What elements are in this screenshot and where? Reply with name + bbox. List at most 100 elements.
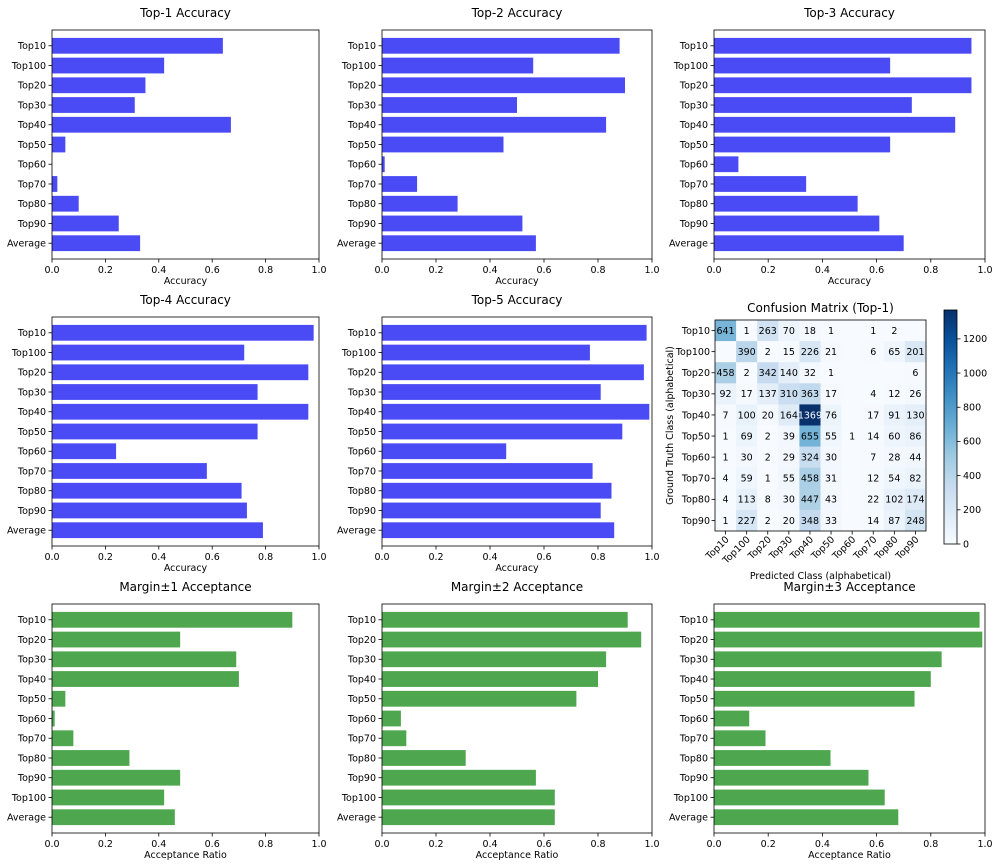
- heatmap-cell-value: 12: [888, 389, 900, 400]
- bar-average: [714, 809, 899, 826]
- heatmap-cell-value: 69: [741, 431, 753, 442]
- bar-top90: [714, 769, 869, 786]
- heatmap-cell: [883, 362, 906, 384]
- y-tick-label: Top50: [17, 140, 46, 151]
- y-tick-label: Top100: [675, 347, 710, 358]
- x-tick-label: 1.0: [311, 839, 326, 850]
- heatmap-cell: [757, 425, 779, 447]
- y-tick-label: Top80: [679, 199, 708, 210]
- y-tick-label: Top100: [341, 348, 376, 359]
- y-tick-label: Top20: [17, 368, 46, 379]
- chart-title: Top-4 Accuracy: [139, 293, 231, 307]
- heatmap-cell: [799, 425, 821, 447]
- bar-top40: [382, 671, 598, 687]
- chart-title: Confusion Matrix (Top-1): [747, 301, 894, 315]
- y-tick-label: Top50: [17, 694, 46, 705]
- heatmap-cell: [883, 341, 906, 363]
- heatmap-cell: [862, 425, 885, 447]
- y-tick-label: Top40: [347, 407, 376, 418]
- y-tick-label: Top70: [347, 734, 376, 745]
- heatmap-cell-value: 76: [825, 410, 837, 421]
- x-tick-label: 0.2: [98, 839, 113, 850]
- x-tick-label: 0.4: [482, 552, 497, 563]
- bar-top100: [714, 789, 885, 806]
- x-tick-label: 0.6: [536, 839, 551, 850]
- colorbar-tick-label: 0: [963, 539, 969, 550]
- x-tick-label: 0.8: [590, 552, 605, 563]
- heatmap-cell-value: 17: [741, 389, 753, 400]
- heatmap-cell-value: 26: [909, 389, 921, 400]
- y-tick-label: Top80: [17, 199, 46, 210]
- heatmap-cell: [757, 320, 779, 342]
- y-tick-label: Top10: [17, 41, 46, 52]
- heatmap-cell-value: 44: [909, 452, 921, 463]
- y-tick-label: Top40: [679, 674, 708, 685]
- x-tick-label: 0.8: [258, 265, 273, 276]
- heatmap-cell-value: 87: [888, 516, 900, 527]
- chart-title: Margin±3 Acceptance: [783, 580, 915, 594]
- bar-top100: [52, 344, 245, 361]
- x-tick-label: 0.6: [205, 265, 220, 276]
- y-tick-label: Top90: [347, 219, 376, 230]
- y-tick-label: Top70: [17, 734, 46, 745]
- y-tick-label: Top60: [679, 160, 708, 171]
- heatmap-cell-value: 30: [783, 495, 795, 506]
- y-tick-label: Top40: [347, 120, 376, 131]
- y-tick-label: Top100: [341, 793, 376, 804]
- chart-margin3: Top10 Top20 Top30 Top40 Top50 Top60 Top70 Top80…: [669, 580, 993, 861]
- heatmap-cell-value: 60: [888, 431, 900, 442]
- heatmap-cell-value: 7: [723, 410, 729, 421]
- bar-top30: [52, 97, 135, 113]
- heatmap-cell: [778, 425, 800, 447]
- y-tick-label: Top10: [679, 41, 708, 52]
- heatmap-cell: [778, 446, 800, 468]
- chart-margin1: Top10 Top20 Top30 Top40 Top50 Top60 Top70 Top80…: [7, 580, 327, 861]
- bar-top10: [382, 324, 647, 341]
- y-tick-label: Top70: [681, 474, 710, 485]
- heatmap-cell-value: 1: [723, 452, 729, 463]
- chart-title: Top-5 Accuracy: [471, 293, 563, 307]
- x-tick-label: 0.8: [258, 552, 273, 563]
- y-tick-label: Top30: [679, 655, 708, 666]
- heatmap-cell: [862, 446, 885, 468]
- x-tick-label: 0.6: [205, 839, 220, 850]
- x-tick-label: 0.2: [98, 265, 113, 276]
- y-tick-label: Average: [669, 813, 708, 824]
- y-tick-label: Top50: [681, 431, 710, 442]
- y-tick-label: Top60: [679, 714, 708, 725]
- y-tick-label: Top30: [17, 387, 46, 398]
- y-tick-label: Average: [669, 239, 708, 250]
- heatmap-cell-value: 130: [906, 410, 924, 421]
- heatmap-cell-value: 342: [759, 368, 777, 379]
- bar-top20: [714, 77, 972, 94]
- heatmap-cell-value: 174: [906, 495, 924, 506]
- y-tick-label: Top10: [681, 326, 710, 337]
- x-tick-label: 1.0: [311, 265, 326, 276]
- heatmap-cell: [841, 404, 863, 426]
- y-tick-label: Top50: [347, 427, 376, 438]
- chart-title: Margin±1 Acceptance: [119, 580, 251, 594]
- heatmap-cell-value: 1: [765, 474, 771, 485]
- heatmap-cell-value: 59: [741, 474, 753, 485]
- y-tick-label: Top70: [347, 179, 376, 190]
- bar-top10: [382, 611, 628, 628]
- bar-top90: [52, 502, 247, 519]
- heatmap-cell-value: 15: [783, 347, 795, 358]
- x-tick-label: 1.0: [977, 265, 992, 276]
- y-tick-label: Top10: [17, 328, 46, 339]
- bar-top50: [52, 136, 66, 153]
- heatmap-cell: [757, 404, 779, 426]
- heatmap-cell-value: 1: [849, 431, 855, 442]
- heatmap-cell: [883, 509, 906, 532]
- bar-average: [714, 235, 904, 252]
- y-tick-label: Top40: [17, 674, 46, 685]
- heatmap-cell: [715, 425, 737, 447]
- bar-top90: [714, 215, 880, 232]
- heatmap-cell-value: 2: [765, 452, 771, 463]
- y-tick-label: Top40: [17, 407, 46, 418]
- bar-average: [52, 809, 175, 826]
- y-tick-label: Top90: [347, 773, 376, 784]
- heatmap-cell-value: 2: [744, 368, 750, 379]
- heatmap-cell: [820, 341, 842, 363]
- bar-average: [52, 522, 263, 539]
